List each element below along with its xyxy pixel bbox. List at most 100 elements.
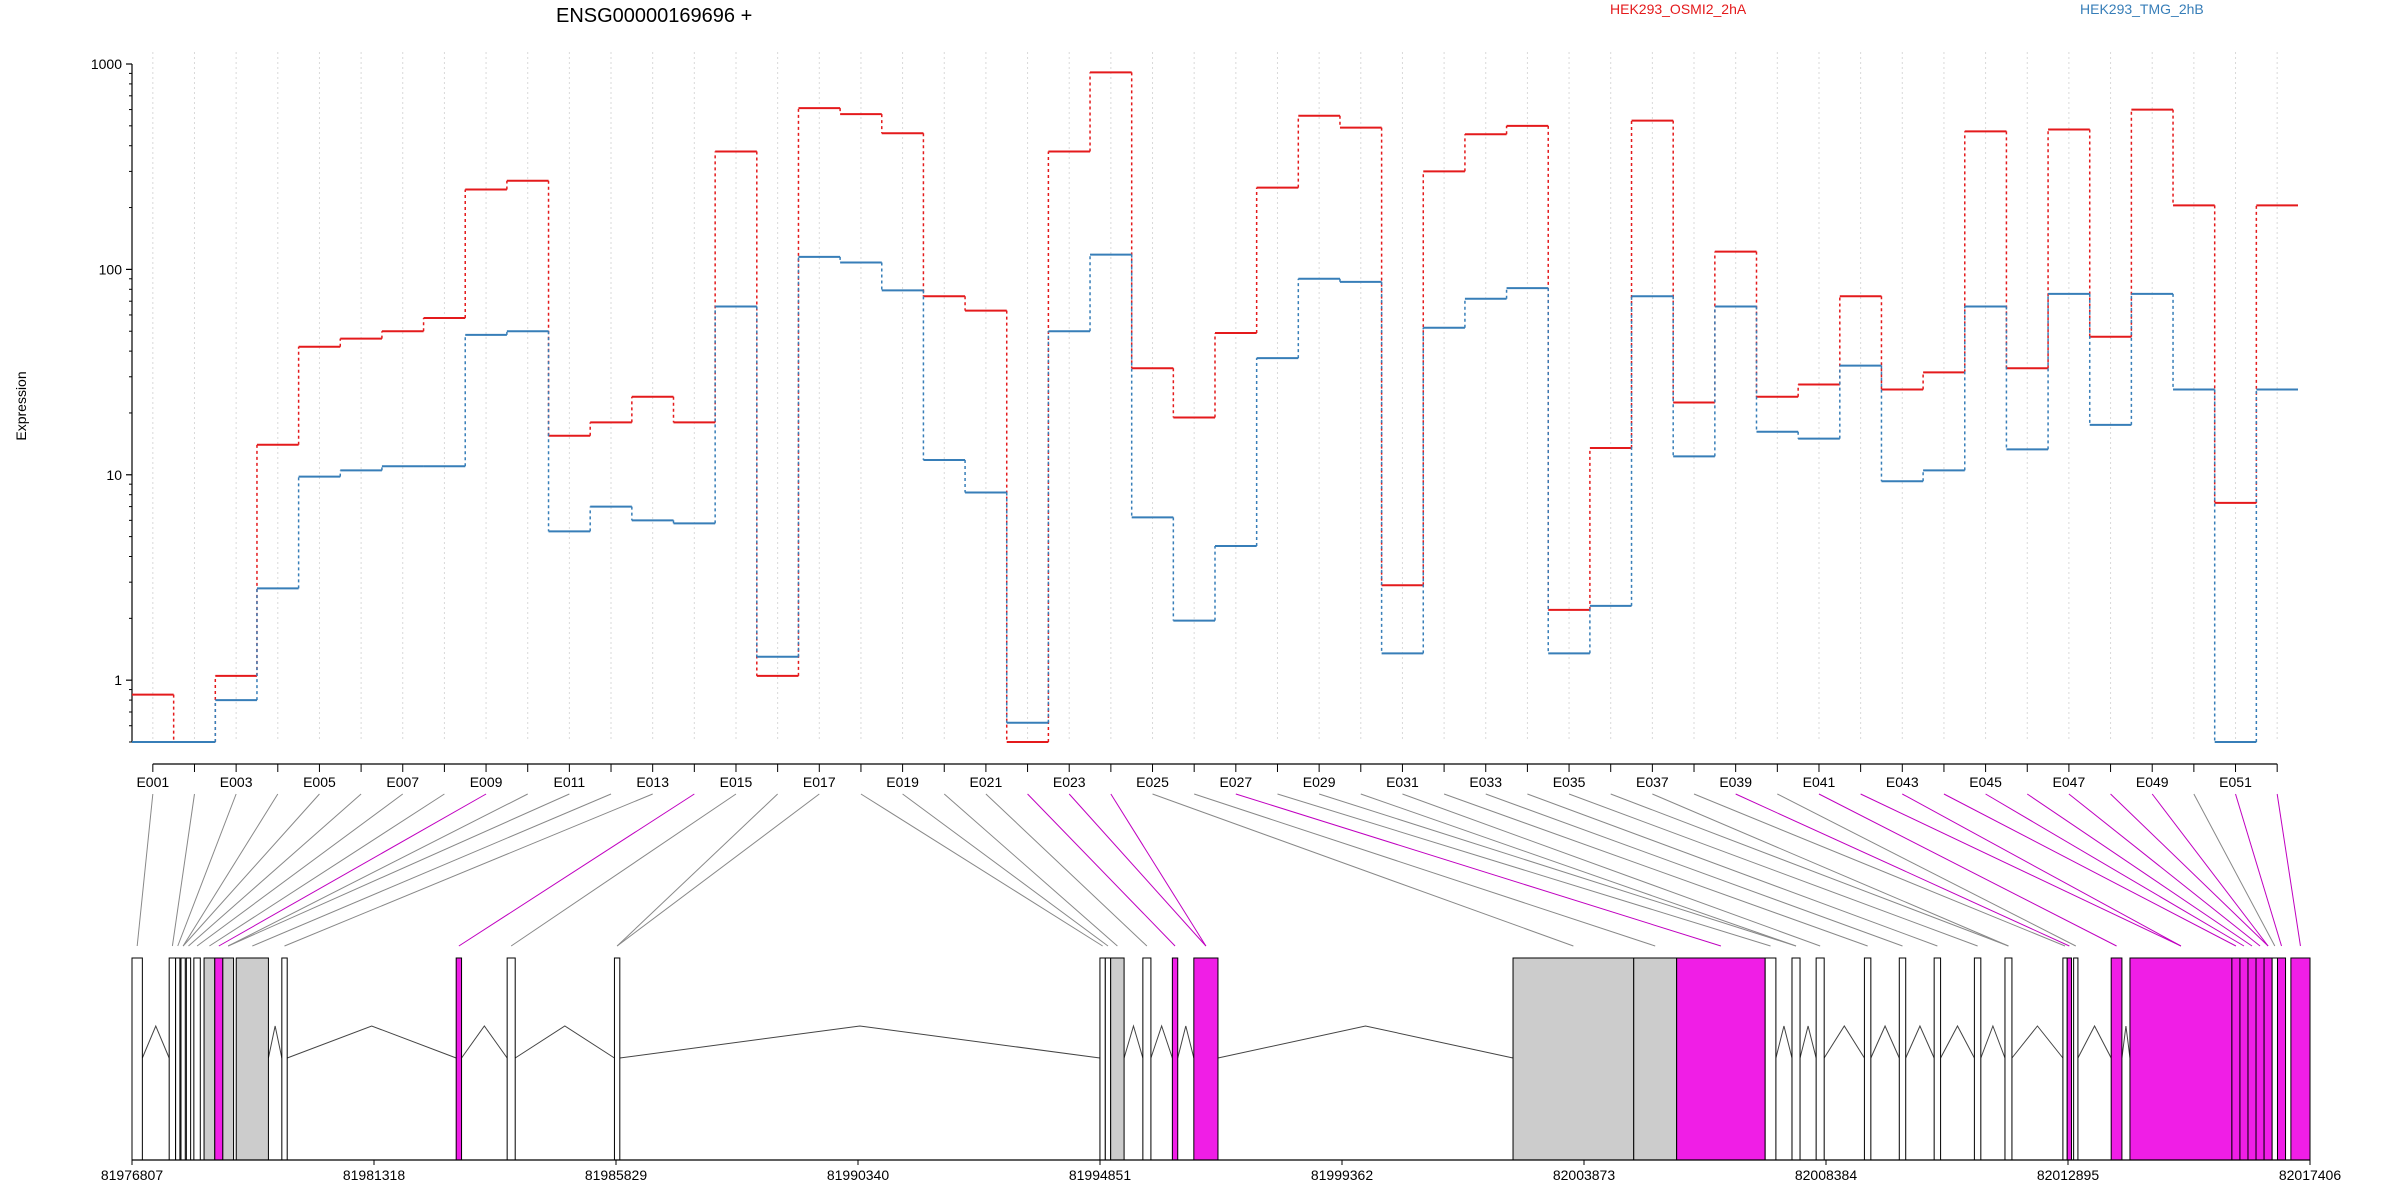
exon-block [222,957,235,1161]
x-tick-label: E049 [2136,774,2169,790]
x-tick-label: E035 [1553,774,1586,790]
connector-line [182,793,320,947]
y-tick-label: 10 [106,467,122,483]
intron-line [1775,1025,1793,1059]
y-axis-label: Expression [13,371,29,440]
exon-block [180,957,186,1161]
connector-line [196,793,404,947]
x-tick-label: E043 [1886,774,1919,790]
exon-block [1898,957,1907,1161]
y-tick-label: 100 [99,261,123,277]
x-tick-label: E009 [470,774,503,790]
x-tick-label: E037 [1636,774,1669,790]
connector-line [1235,793,1722,947]
exon-block [1933,957,1942,1161]
intron-line [2011,1025,2064,1059]
exon-block [1676,957,1766,1161]
x-tick-label: E007 [386,774,419,790]
x-tick-label: E051 [2219,774,2252,790]
exon-block [2290,957,2311,1161]
connector-line [1777,793,2077,947]
connector-line [2235,793,2282,947]
exon-block [1193,957,1219,1161]
intron-line [1123,1024,1144,1059]
exon-block [2255,957,2265,1161]
connector-line [1902,793,2182,947]
genomic-tick-label: 81976807 [101,1167,164,1183]
x-tick-label: E045 [1969,774,2002,790]
connector-line [177,793,237,947]
x-tick-label: E015 [720,774,753,790]
connector-line [1818,793,2117,947]
series-0 [132,71,2298,743]
x-tick-label: E001 [136,774,169,790]
connector-line [1693,793,2066,947]
connector-line [1652,793,2009,947]
genomic-tick-label: 82017406 [2279,1167,2342,1183]
connector-line [902,793,1109,947]
exon-block [613,957,621,1161]
x-tick-label: E005 [303,774,336,790]
intron-line [2077,1024,2112,1059]
exon-block [2276,957,2287,1161]
x-tick-label: E003 [220,774,253,790]
connector-line [2068,793,2261,947]
exon-block [2247,957,2257,1161]
x-tick-label: E041 [1803,774,1836,790]
genomic-tick-label: 81990340 [827,1167,890,1183]
exon-block [2073,957,2079,1161]
connector-line [943,793,1118,947]
x-tick-label: E025 [1136,774,1169,790]
genomic-tick-label: 82008384 [1795,1167,1858,1183]
connector-line [2026,793,2253,947]
connector-line [616,793,820,947]
connector-line [1360,793,1797,947]
x-tick-label: E031 [1386,774,1419,790]
legend-entry-tmg: HEK293_TMG_2hB [2080,1,2204,17]
connector-line [182,793,279,947]
exon-block [168,957,177,1161]
connector-line [1985,793,2245,947]
exon-block [2263,957,2273,1161]
y-axis: 1 10 100 1000 [91,56,133,743]
exon-block [1142,957,1152,1161]
connector-line [985,793,1148,947]
exon-block [2231,957,2241,1161]
connector-line [1152,793,1574,947]
intron-line [1940,1024,1975,1059]
connector-line [1277,793,1771,947]
connector-line [284,793,653,947]
exon-block [1791,957,1801,1161]
genomic-tick-label: 81994851 [1069,1167,1132,1183]
connector-line [1402,793,1821,947]
exon-block [455,957,463,1161]
connector-line [1735,793,2070,947]
connector-line [1485,793,1903,947]
exon-block [506,957,516,1161]
x-tick-label: E019 [886,774,919,790]
genomic-tick-label: 82003873 [1553,1167,1616,1183]
exon-block [2062,957,2068,1161]
intron-line [1870,1024,1900,1059]
x-tick-label: E039 [1719,774,1752,790]
exon-block [1512,957,1635,1161]
connector-line [1110,793,1207,947]
exon-block [281,957,288,1161]
intron-line [1799,1025,1817,1059]
genomic-tick-label: 81999362 [1311,1167,1374,1183]
connector-line [188,793,362,947]
connector-line [1860,793,2182,947]
x-tick-label: E033 [1469,774,1502,790]
exon-block [1973,957,1982,1161]
exon-block [193,957,201,1161]
exon-block [2271,957,2278,1161]
x-tick-label: E047 [2053,774,2086,790]
series-1 [132,253,2298,743]
intron-line [619,1025,1101,1059]
exon-block [1633,957,1678,1161]
x-axis: E001 E003 E005 E007 E009 E011 E013 E015 E017 E019… [136,763,2278,790]
y-tick-label: 1 [114,672,122,688]
connector-line [218,793,487,947]
exon-block [1815,957,1825,1161]
